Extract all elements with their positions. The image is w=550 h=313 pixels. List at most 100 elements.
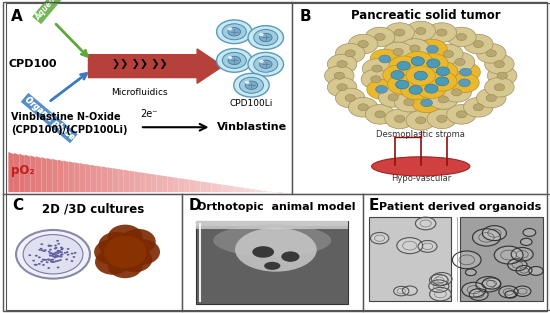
- Circle shape: [505, 291, 516, 298]
- Ellipse shape: [376, 85, 387, 93]
- Ellipse shape: [460, 68, 471, 76]
- Polygon shape: [14, 153, 19, 192]
- Polygon shape: [135, 172, 140, 192]
- Circle shape: [60, 256, 63, 258]
- Circle shape: [42, 264, 45, 266]
- Circle shape: [32, 260, 35, 262]
- Circle shape: [248, 52, 283, 76]
- Circle shape: [59, 259, 62, 261]
- Circle shape: [44, 249, 47, 251]
- Circle shape: [54, 256, 57, 258]
- Circle shape: [398, 239, 421, 253]
- Circle shape: [40, 248, 42, 250]
- FancyArrow shape: [89, 49, 223, 83]
- Circle shape: [48, 245, 51, 247]
- Circle shape: [16, 230, 90, 279]
- Polygon shape: [228, 186, 234, 192]
- Circle shape: [521, 239, 531, 245]
- Ellipse shape: [476, 44, 506, 63]
- Circle shape: [52, 253, 54, 255]
- Circle shape: [234, 73, 269, 97]
- Circle shape: [47, 259, 50, 260]
- Circle shape: [430, 280, 448, 292]
- Circle shape: [50, 261, 53, 263]
- Text: ❯❯ ❯❯ ❯❯: ❯❯ ❯❯ ❯❯: [112, 59, 168, 69]
- Ellipse shape: [428, 90, 458, 109]
- Polygon shape: [19, 154, 25, 192]
- Circle shape: [57, 260, 59, 262]
- Ellipse shape: [412, 93, 441, 113]
- Ellipse shape: [410, 45, 420, 52]
- Circle shape: [40, 261, 43, 263]
- Ellipse shape: [411, 57, 425, 66]
- Ellipse shape: [370, 49, 400, 69]
- Ellipse shape: [98, 232, 134, 258]
- Circle shape: [51, 259, 54, 260]
- Text: CPD100Li: CPD100Li: [230, 99, 273, 108]
- Circle shape: [228, 56, 240, 64]
- Text: Orthotopic  animal model: Orthotopic animal model: [197, 202, 355, 212]
- Polygon shape: [162, 176, 168, 192]
- Polygon shape: [223, 185, 228, 192]
- Ellipse shape: [362, 59, 392, 78]
- Ellipse shape: [485, 54, 514, 74]
- Circle shape: [64, 252, 67, 254]
- Circle shape: [46, 261, 48, 263]
- Polygon shape: [30, 156, 36, 192]
- Polygon shape: [261, 191, 266, 192]
- Polygon shape: [212, 183, 217, 192]
- Ellipse shape: [371, 76, 381, 83]
- Ellipse shape: [104, 236, 146, 268]
- Circle shape: [517, 266, 531, 275]
- Polygon shape: [277, 192, 283, 193]
- Ellipse shape: [117, 247, 152, 272]
- Circle shape: [466, 269, 476, 275]
- Ellipse shape: [425, 84, 438, 93]
- Polygon shape: [41, 157, 47, 192]
- Ellipse shape: [416, 117, 426, 124]
- Ellipse shape: [416, 28, 426, 34]
- Ellipse shape: [365, 27, 395, 47]
- Circle shape: [49, 253, 52, 254]
- FancyBboxPatch shape: [196, 221, 349, 227]
- Ellipse shape: [433, 44, 463, 64]
- Ellipse shape: [438, 96, 448, 103]
- Ellipse shape: [252, 246, 274, 258]
- Ellipse shape: [473, 104, 483, 111]
- Circle shape: [474, 230, 499, 245]
- Circle shape: [509, 259, 526, 270]
- Circle shape: [29, 254, 31, 256]
- Text: E: E: [368, 198, 379, 213]
- Polygon shape: [85, 164, 91, 192]
- Circle shape: [52, 261, 55, 263]
- Ellipse shape: [418, 39, 447, 59]
- FancyBboxPatch shape: [368, 217, 451, 300]
- Ellipse shape: [394, 92, 424, 112]
- Ellipse shape: [421, 99, 432, 107]
- Text: Organic phase: Organic phase: [23, 95, 76, 141]
- Ellipse shape: [394, 115, 405, 122]
- Polygon shape: [190, 180, 195, 192]
- Circle shape: [54, 254, 57, 256]
- Circle shape: [515, 287, 530, 296]
- Circle shape: [50, 259, 53, 261]
- Ellipse shape: [485, 77, 514, 97]
- Circle shape: [70, 253, 74, 254]
- Polygon shape: [234, 187, 239, 192]
- Polygon shape: [8, 152, 14, 192]
- Ellipse shape: [365, 105, 395, 124]
- Text: 2D /3D cultures: 2D /3D cultures: [42, 202, 145, 215]
- Ellipse shape: [487, 66, 517, 85]
- Circle shape: [524, 229, 535, 236]
- Circle shape: [403, 286, 416, 295]
- Polygon shape: [179, 178, 184, 192]
- Ellipse shape: [464, 34, 493, 54]
- Circle shape: [34, 264, 36, 266]
- Circle shape: [259, 60, 264, 63]
- Polygon shape: [173, 177, 179, 192]
- Text: Microfluidics: Microfluidics: [112, 88, 168, 97]
- Circle shape: [42, 259, 45, 260]
- Circle shape: [67, 248, 69, 250]
- FancyBboxPatch shape: [196, 221, 349, 304]
- Polygon shape: [140, 172, 146, 192]
